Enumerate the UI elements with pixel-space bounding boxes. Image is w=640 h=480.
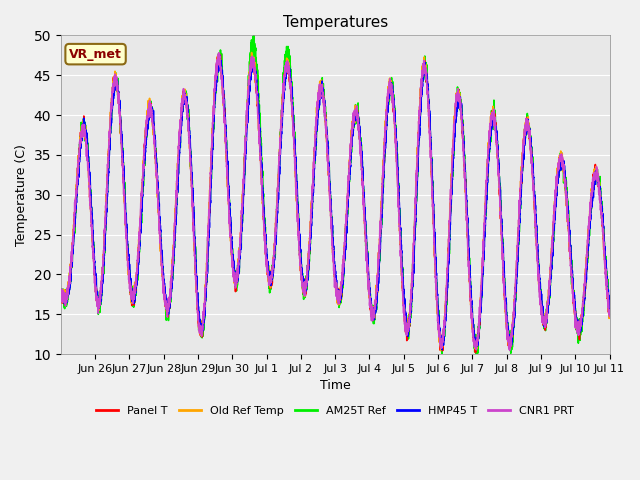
Panel T xyxy=(386,84,394,90)
AM25T Ref xyxy=(386,90,394,96)
Old Ref Temp xyxy=(267,274,275,279)
X-axis label: Time: Time xyxy=(320,379,351,392)
CNR1 PRT xyxy=(267,279,275,285)
HMP45 T xyxy=(605,312,613,317)
Legend: Panel T, Old Ref Temp, AM25T Ref, HMP45 T, CNR1 PRT: Panel T, Old Ref Temp, AM25T Ref, HMP45 … xyxy=(92,401,579,420)
Line: CNR1 PRT: CNR1 PRT xyxy=(61,53,609,350)
Panel T xyxy=(57,290,65,296)
Old Ref Temp xyxy=(157,236,164,241)
CNR1 PRT xyxy=(605,313,613,319)
AM25T Ref xyxy=(57,294,65,300)
Old Ref Temp xyxy=(437,348,445,353)
Old Ref Temp xyxy=(605,310,613,316)
AM25T Ref xyxy=(508,335,516,341)
HMP45 T xyxy=(508,333,516,338)
CNR1 PRT xyxy=(215,50,223,56)
Old Ref Temp xyxy=(508,325,516,331)
Panel T xyxy=(215,51,223,57)
Title: Temperatures: Temperatures xyxy=(283,15,388,30)
HMP45 T xyxy=(157,227,164,233)
Old Ref Temp xyxy=(248,49,255,55)
AM25T Ref xyxy=(414,163,422,169)
HMP45 T xyxy=(386,83,394,89)
HMP45 T xyxy=(216,53,224,59)
AM25T Ref xyxy=(250,33,257,38)
Panel T xyxy=(605,315,613,321)
Line: Old Ref Temp: Old Ref Temp xyxy=(61,52,609,350)
Panel T xyxy=(508,326,516,332)
Line: HMP45 T: HMP45 T xyxy=(61,56,609,350)
Panel T xyxy=(472,350,479,356)
CNR1 PRT xyxy=(414,139,422,145)
Panel T xyxy=(467,293,474,299)
AM25T Ref xyxy=(267,287,275,292)
Line: AM25T Ref: AM25T Ref xyxy=(61,36,609,357)
HMP45 T xyxy=(438,347,446,353)
CNR1 PRT xyxy=(467,296,474,302)
Y-axis label: Temperature (C): Temperature (C) xyxy=(15,144,28,246)
AM25T Ref xyxy=(605,310,613,315)
HMP45 T xyxy=(57,290,65,296)
CNR1 PRT xyxy=(386,79,394,84)
Line: Panel T: Panel T xyxy=(61,54,609,353)
Old Ref Temp xyxy=(386,75,394,81)
HMP45 T xyxy=(467,285,474,291)
HMP45 T xyxy=(414,166,422,171)
Panel T xyxy=(267,273,275,278)
Panel T xyxy=(414,149,422,155)
Text: VR_met: VR_met xyxy=(69,48,122,60)
CNR1 PRT xyxy=(506,348,513,353)
AM25T Ref xyxy=(157,237,164,242)
AM25T Ref xyxy=(467,284,474,289)
Old Ref Temp xyxy=(57,292,65,298)
CNR1 PRT xyxy=(57,290,65,296)
HMP45 T xyxy=(267,281,275,287)
CNR1 PRT xyxy=(157,244,164,250)
CNR1 PRT xyxy=(508,327,516,333)
Old Ref Temp xyxy=(414,151,422,157)
Panel T xyxy=(157,238,164,243)
AM25T Ref xyxy=(472,354,480,360)
Old Ref Temp xyxy=(467,292,474,298)
